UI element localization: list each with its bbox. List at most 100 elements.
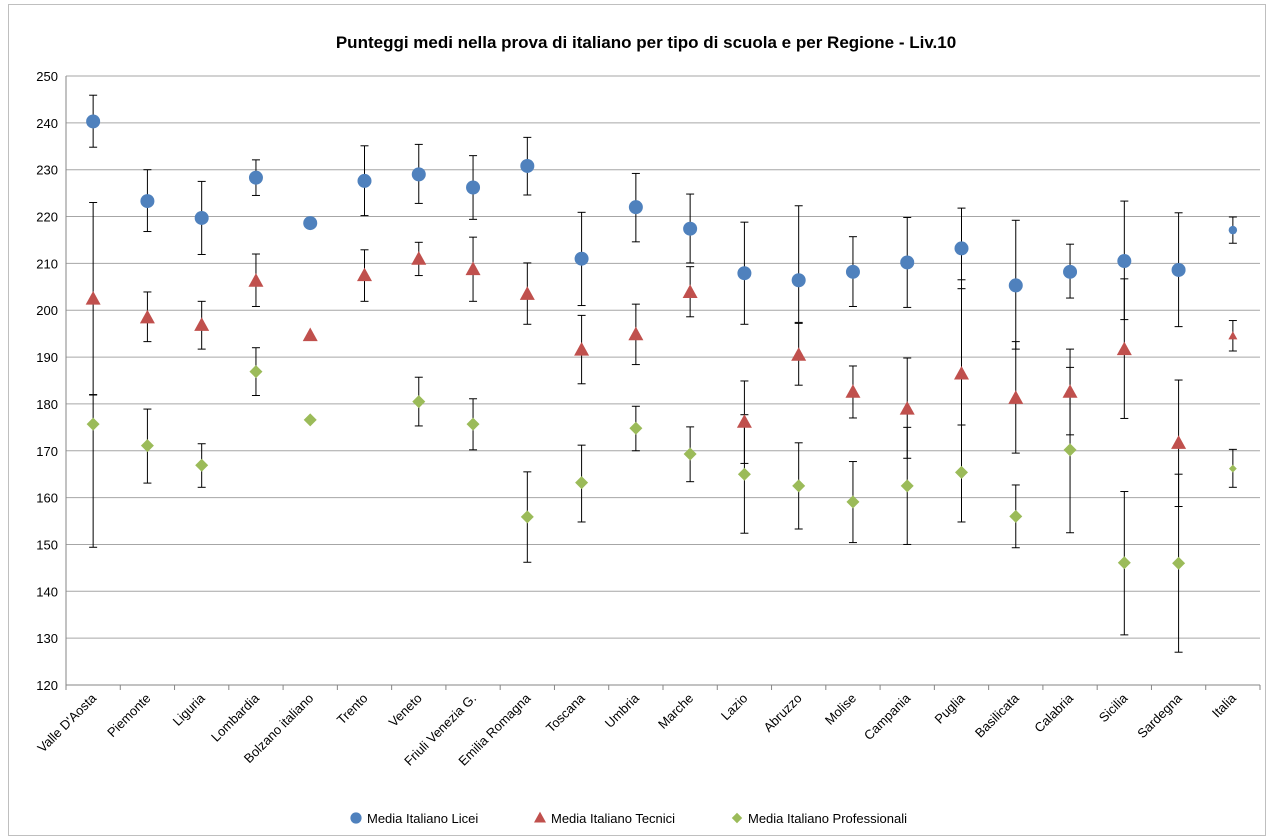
data-point: [682, 284, 698, 299]
data-point: [1228, 225, 1238, 235]
data-point: [845, 384, 861, 398]
x-tick-label: Liguria: [170, 690, 209, 729]
data-point: [411, 167, 426, 182]
data-point: [519, 286, 535, 300]
data-point: [140, 194, 155, 209]
data-point: [1008, 278, 1023, 293]
data-markers: [85, 114, 1238, 570]
x-tick-label: Marche: [655, 691, 696, 732]
data-point: [411, 251, 427, 265]
data-point: [737, 266, 752, 281]
y-tick-label: 190: [36, 350, 58, 365]
y-tick-label: 170: [36, 444, 58, 459]
data-point: [575, 476, 589, 490]
data-point: [466, 180, 481, 195]
legend-marker: [534, 811, 546, 823]
x-tick-label: Puglia: [931, 690, 968, 727]
x-tick-label: Abruzzo: [760, 691, 804, 735]
data-point: [85, 290, 101, 305]
data-point: [465, 261, 481, 276]
x-tick-label: Italia: [1209, 690, 1240, 721]
data-point: [520, 510, 534, 524]
data-point: [194, 210, 209, 225]
x-tick-label: Valle D'Aosta: [34, 690, 99, 755]
x-axis-ticks: Valle D'Aosta Piemonte Liguria LombardiaBol…: [34, 690, 1239, 769]
data-point: [736, 414, 752, 428]
legend-label: Media Italiano Professionali: [748, 811, 907, 826]
data-point: [357, 267, 372, 282]
axes: [65, 76, 1261, 690]
data-point: [792, 479, 806, 493]
data-point: [1171, 435, 1187, 449]
x-tick-label: Basilicata: [972, 690, 1022, 740]
data-point: [1228, 331, 1238, 340]
data-point: [357, 173, 372, 188]
y-tick-label: 230: [36, 163, 58, 178]
data-point: [1171, 262, 1186, 277]
data-point: [791, 273, 806, 288]
x-tick-label: Molise: [822, 691, 859, 728]
data-point: [737, 467, 751, 481]
gridlines: [66, 75, 1260, 686]
data-point: [194, 317, 210, 331]
data-point: [1116, 341, 1132, 356]
y-tick-label: 140: [36, 584, 58, 599]
legend-marker: [350, 812, 362, 824]
data-point: [629, 421, 643, 435]
legend: Media Italiano Licei Media Italiano Tecni…: [350, 811, 907, 826]
legend-label: Media Italiano Tecnici: [551, 811, 675, 826]
data-point: [1117, 556, 1131, 570]
chart-title: Punteggi medi nella prova di italiano pe…: [336, 33, 956, 52]
data-point: [574, 251, 589, 266]
data-point: [954, 241, 969, 256]
data-point: [1062, 384, 1078, 398]
y-tick-label: 120: [36, 678, 58, 693]
data-point: [1063, 264, 1078, 279]
data-point: [140, 439, 154, 453]
x-tick-label: Trento: [334, 691, 371, 728]
x-tick-label: Umbria: [602, 690, 643, 731]
data-point: [1117, 254, 1132, 269]
y-tick-label: 180: [36, 397, 58, 412]
data-point: [900, 479, 914, 493]
data-point: [139, 309, 155, 324]
data-point: [303, 216, 318, 231]
data-point: [195, 458, 209, 472]
y-tick-label: 240: [36, 116, 58, 131]
legend-marker: [731, 812, 743, 824]
x-tick-label: Sardegna: [1134, 690, 1185, 741]
x-tick-label: Campania: [861, 690, 914, 743]
data-point: [86, 417, 100, 431]
data-point: [1228, 464, 1237, 473]
data-point: [1172, 556, 1186, 570]
data-point: [900, 255, 915, 270]
data-point: [412, 395, 426, 409]
y-tick-label: 130: [36, 631, 58, 646]
data-point: [86, 114, 101, 129]
data-point: [466, 417, 480, 431]
data-point: [1063, 443, 1077, 457]
data-point: [845, 264, 860, 279]
chart-frame: [8, 4, 1266, 836]
y-tick-label: 200: [36, 303, 58, 318]
x-tick-label: Lombardia: [208, 690, 263, 745]
y-tick-label: 250: [36, 69, 58, 84]
data-point: [846, 495, 860, 509]
data-point: [628, 200, 643, 215]
data-point: [683, 447, 697, 461]
x-tick-label: Veneto: [386, 691, 425, 730]
x-tick-label: Calabria: [1031, 690, 1076, 735]
data-point: [628, 326, 644, 341]
data-point: [1009, 509, 1023, 523]
data-point: [955, 465, 968, 479]
data-point: [683, 221, 698, 236]
x-tick-label: Piemonte: [104, 691, 153, 740]
data-point: [249, 365, 263, 379]
x-tick-label: Sicilia: [1096, 690, 1131, 725]
data-point: [899, 401, 915, 415]
data-point: [954, 365, 969, 380]
x-tick-label: Toscana: [543, 690, 588, 735]
y-tick-label: 150: [36, 537, 58, 552]
x-tick-label: Lazio: [718, 691, 751, 724]
